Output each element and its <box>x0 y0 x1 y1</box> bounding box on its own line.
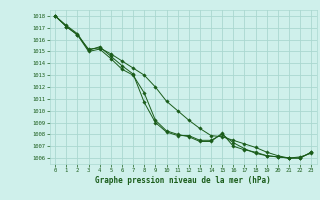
X-axis label: Graphe pression niveau de la mer (hPa): Graphe pression niveau de la mer (hPa) <box>95 176 271 185</box>
